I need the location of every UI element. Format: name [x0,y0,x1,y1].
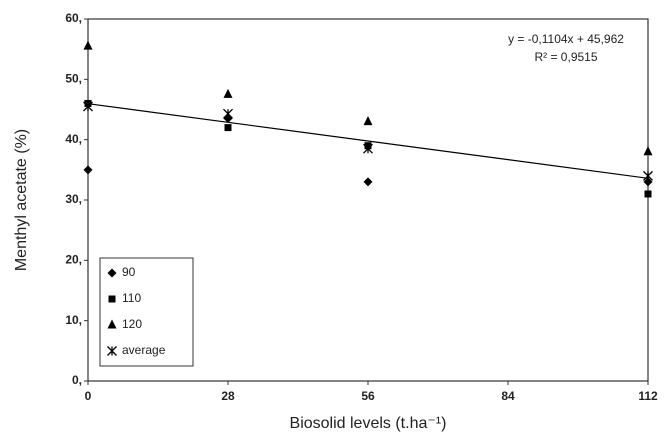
marker [643,146,653,156]
x-axis-title: Biosolid levels (t.ha⁻¹) [290,415,447,432]
legend-label: 120 [122,317,142,331]
y-tick-label: 20, [65,253,82,267]
y-axis-title: Menthyl acetate (%) [13,129,30,271]
legend-label: average [122,343,166,357]
equation: y = -0,1104x + 45,962 [508,32,624,46]
legend-label: 90 [122,265,136,279]
x-tick-label: 0 [85,389,92,403]
x-tick-label: 84 [501,389,515,403]
marker [644,190,652,198]
trendline [87,103,649,179]
y-tick-label: 40, [65,132,82,146]
x-tick-label: 56 [361,389,375,403]
y-tick-label: 10, [65,313,82,327]
legend-marker [107,319,117,329]
marker [363,143,373,154]
legend-marker [108,295,116,303]
marker [83,165,93,175]
x-tick-label: 112 [638,389,658,403]
marker [223,88,233,98]
legend-marker [107,346,117,356]
r-squared: R² = 0,9515 [534,50,597,64]
y-tick-label: 50, [65,72,82,86]
legend-label: 110 [122,291,141,305]
marker [83,101,93,112]
legend-marker [107,268,117,278]
marker [643,177,653,187]
marker [83,40,93,50]
y-tick-label: 60, [65,11,82,25]
marker [223,108,233,119]
marker [363,116,373,126]
marker [224,124,232,132]
marker [363,177,373,187]
x-tick-label: 28 [221,389,235,403]
y-tick-label: 0, [72,373,82,387]
y-tick-label: 30, [65,192,82,206]
marker [643,170,653,181]
